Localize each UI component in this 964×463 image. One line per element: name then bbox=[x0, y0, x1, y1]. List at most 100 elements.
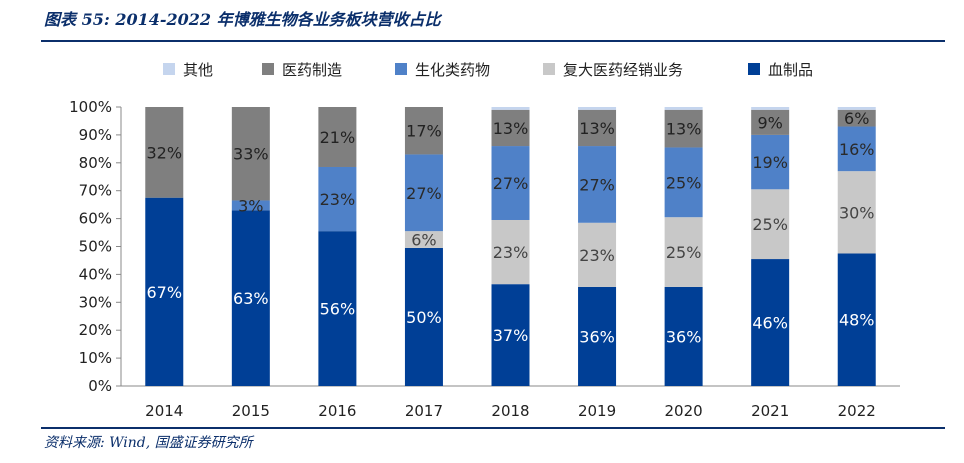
data-label: 27% bbox=[579, 175, 615, 194]
bar-segment bbox=[231, 200, 270, 211]
legend-swatch bbox=[543, 63, 555, 75]
data-label: 27% bbox=[493, 174, 529, 193]
legend-label: 血制品 bbox=[768, 61, 813, 79]
bar-segment bbox=[578, 146, 617, 223]
data-label: 33% bbox=[233, 145, 269, 164]
bar-segment bbox=[751, 259, 790, 386]
legend-label: 复大医药经销业务 bbox=[563, 61, 683, 79]
data-label: 37% bbox=[493, 326, 529, 345]
data-label: 16% bbox=[839, 140, 875, 159]
data-label: 36% bbox=[579, 327, 615, 346]
bar-segment bbox=[491, 284, 530, 386]
title-divider bbox=[41, 40, 945, 42]
y-tick-label: 30% bbox=[79, 293, 112, 311]
bar-segment bbox=[578, 222, 617, 287]
bar-segment bbox=[664, 286, 703, 386]
footer-divider bbox=[41, 427, 945, 429]
data-label: 25% bbox=[666, 173, 702, 192]
data-label: 21% bbox=[320, 128, 356, 147]
bar-segment bbox=[664, 109, 703, 148]
data-label: 13% bbox=[579, 119, 615, 138]
data-label: 25% bbox=[752, 215, 788, 234]
y-tick-label: 0% bbox=[88, 377, 112, 395]
data-label: 23% bbox=[579, 246, 615, 265]
x-tick-label: 2019 bbox=[578, 402, 616, 420]
data-label: 6% bbox=[844, 109, 869, 128]
bar-segment bbox=[837, 107, 876, 110]
legend-swatch bbox=[163, 63, 175, 75]
y-tick-label: 70% bbox=[79, 182, 112, 200]
data-label: 67% bbox=[146, 283, 182, 302]
bar-segment bbox=[837, 171, 876, 254]
y-tick-label: 100% bbox=[69, 98, 112, 116]
data-label: 56% bbox=[320, 300, 356, 319]
bar-segment bbox=[318, 107, 357, 167]
x-tick-label: 2016 bbox=[318, 402, 356, 420]
bar-segment bbox=[145, 197, 184, 386]
bar-segment bbox=[404, 247, 443, 386]
bar-segment bbox=[837, 253, 876, 386]
legend-swatch bbox=[262, 63, 274, 75]
x-tick-label: 2021 bbox=[751, 402, 789, 420]
bar-segment bbox=[751, 107, 790, 110]
bar-segment bbox=[664, 107, 703, 110]
y-tick-label: 20% bbox=[79, 321, 112, 339]
bar-segment bbox=[578, 286, 617, 386]
bar-segment bbox=[751, 189, 790, 260]
data-label: 32% bbox=[146, 143, 182, 162]
y-tick-label: 60% bbox=[79, 210, 112, 228]
x-tick-label: 2017 bbox=[405, 402, 443, 420]
data-label: 48% bbox=[839, 311, 875, 330]
source-note: 资料来源: Wind, 国盛证券研究所 bbox=[44, 435, 253, 451]
bar-segment bbox=[231, 210, 270, 386]
bar-segment bbox=[318, 231, 357, 386]
bar-segment bbox=[491, 146, 530, 220]
data-label: 23% bbox=[493, 243, 529, 262]
data-label: 6% bbox=[411, 231, 436, 250]
x-tick-label: 2020 bbox=[665, 402, 703, 420]
bar-segment bbox=[404, 154, 443, 232]
bar-segment bbox=[837, 126, 876, 172]
data-label: 13% bbox=[493, 119, 529, 138]
y-tick-label: 40% bbox=[79, 265, 112, 283]
bar-segment bbox=[751, 134, 790, 190]
legend-swatch bbox=[748, 63, 760, 75]
bar-segment bbox=[578, 109, 617, 147]
bar-segment bbox=[491, 107, 530, 110]
x-tick-label: 2018 bbox=[491, 402, 529, 420]
data-label: 9% bbox=[757, 113, 782, 132]
chart-title: 图表 55: 2014-2022 年博雅生物各业务板块营收占比 bbox=[44, 10, 441, 29]
data-label: 63% bbox=[233, 289, 269, 308]
data-label: 25% bbox=[666, 243, 702, 262]
data-label: 19% bbox=[752, 153, 788, 172]
data-label: 46% bbox=[752, 314, 788, 333]
legend-label: 医药制造 bbox=[282, 61, 342, 79]
data-label: 3% bbox=[238, 196, 263, 215]
y-tick-label: 50% bbox=[79, 238, 112, 256]
bar-segment bbox=[145, 107, 184, 198]
data-label: 36% bbox=[666, 327, 702, 346]
data-label: 17% bbox=[406, 122, 442, 141]
legend-label: 其他 bbox=[183, 61, 213, 79]
data-label: 23% bbox=[320, 190, 356, 209]
bar-segment bbox=[491, 219, 530, 285]
y-tick-label: 80% bbox=[79, 154, 112, 172]
y-tick-label: 90% bbox=[79, 126, 112, 144]
bar-segment bbox=[751, 109, 790, 135]
data-label: 50% bbox=[406, 308, 442, 327]
chart-bars bbox=[145, 107, 876, 386]
legend-swatch bbox=[395, 63, 407, 75]
x-tick-label: 2015 bbox=[232, 402, 270, 420]
data-label: 27% bbox=[406, 184, 442, 203]
bar-segment bbox=[231, 107, 270, 201]
bar-segment bbox=[664, 217, 703, 287]
bar-segment bbox=[491, 109, 530, 147]
data-label: 30% bbox=[839, 203, 875, 222]
bar-segment bbox=[837, 109, 876, 127]
legend-label: 生化类药物 bbox=[415, 61, 490, 79]
bar-segment bbox=[318, 166, 357, 232]
chart-axes: 0% 10% 20% 30% 40% 50% 60% 70% 80% 90% 100% 2014 201… bbox=[69, 98, 900, 420]
x-tick-label: 2022 bbox=[838, 402, 876, 420]
chart-data-labels: 67% 32% 63% 3% 33% 56% 23% 21% 50% 6% 27% 17% 37% 23%… bbox=[146, 109, 874, 346]
